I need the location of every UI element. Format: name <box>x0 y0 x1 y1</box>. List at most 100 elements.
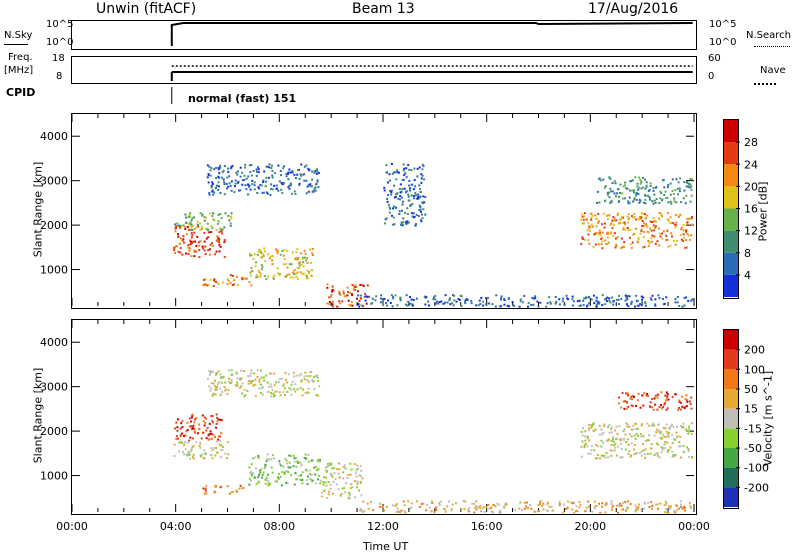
cell-1-6-53 <box>668 505 671 508</box>
cell-0-4-2 <box>328 302 331 305</box>
cell-0-7-179 <box>554 302 557 305</box>
cell-0-6-103 <box>419 210 422 213</box>
cell-0-8-202 <box>633 213 636 216</box>
x-tick-label-4: 16:00 <box>471 520 503 533</box>
cell-1-4-45 <box>359 482 362 485</box>
cell-0-8-172 <box>617 212 620 215</box>
cell-0-1-49 <box>203 219 206 222</box>
cell-0-9-54 <box>643 178 646 181</box>
cell-1-0-73 <box>216 416 219 419</box>
cell-0-8-180 <box>614 246 617 249</box>
cell-1-7-118 <box>663 443 666 446</box>
cell-0-5-37 <box>256 191 259 194</box>
cell-1-4-55 <box>333 467 336 470</box>
cell-1-2-8 <box>203 492 206 495</box>
cell-0-9-134 <box>606 191 609 194</box>
cell-1-6-94 <box>680 503 683 506</box>
cell-1-6-202 <box>571 502 574 505</box>
y-tick-label-1-3: 4000 <box>40 336 68 349</box>
cell-1-1-16 <box>192 453 195 456</box>
cell-1-5-96 <box>251 379 254 382</box>
cell-1-3-51 <box>301 482 304 485</box>
cell-0-5-23 <box>244 184 247 187</box>
cell-1-5-166 <box>314 375 317 378</box>
cell-0-6-98 <box>400 190 403 193</box>
cell-0-7-74 <box>405 294 408 297</box>
cell-1-7-120 <box>678 441 681 444</box>
cell-0-7-180 <box>460 305 463 308</box>
cell-1-7-72 <box>669 446 672 449</box>
cell-1-8-29 <box>621 392 624 395</box>
cell-0-6-156 <box>419 206 422 209</box>
cell-0-9-82 <box>609 177 612 180</box>
cell-0-3-108 <box>271 263 274 266</box>
cell-1-2-20 <box>202 487 205 490</box>
cell-1-3-87 <box>257 476 260 479</box>
cell-1-6-206 <box>629 503 632 506</box>
cell-1-4-58 <box>351 486 354 489</box>
cell-1-3-71 <box>303 456 306 459</box>
cell-1-7-100 <box>595 444 598 447</box>
cell-0-7-72 <box>485 297 488 300</box>
cell-0-5-194 <box>281 183 284 186</box>
cell-1-3-125 <box>264 482 267 485</box>
cell-0-0-57 <box>189 243 192 246</box>
cell-1-7-238 <box>617 445 620 448</box>
cell-1-7-96 <box>580 455 583 458</box>
cell-0-9-118 <box>678 190 681 193</box>
cell-0-0-44 <box>223 239 226 242</box>
cell-1-8-2 <box>667 398 670 401</box>
cell-1-4-27 <box>349 487 352 490</box>
cell-1-5-39 <box>209 389 212 392</box>
cell-1-7-133 <box>665 423 668 426</box>
cell-0-6-6 <box>393 184 396 187</box>
cell-0-8-208 <box>586 229 589 232</box>
cell-0-5-173 <box>287 171 290 174</box>
cell-0-1-61 <box>229 224 232 227</box>
cell-0-8-27 <box>631 233 634 236</box>
cell-1-7-240 <box>607 439 610 442</box>
cell-1-7-85 <box>632 424 635 427</box>
cell-0-6-107 <box>396 192 399 195</box>
cell-1-7-235 <box>630 454 633 457</box>
cell-0-7-115 <box>371 301 374 304</box>
cell-1-4-25 <box>342 477 345 480</box>
cell-0-6-126 <box>412 216 415 219</box>
cell-1-1-0 <box>183 453 186 456</box>
cell-1-3-32 <box>258 473 261 476</box>
cell-0-8-187 <box>640 230 643 233</box>
cell-1-6-119 <box>379 505 382 508</box>
cell-1-7-169 <box>690 422 693 425</box>
cell-1-7-4 <box>676 435 679 438</box>
cell-0-5-154 <box>236 182 239 185</box>
cell-0-0-8 <box>194 250 197 253</box>
cell-1-0-6 <box>210 432 213 435</box>
cell-0-6-58 <box>407 221 410 224</box>
cell-1-7-153 <box>597 445 600 448</box>
cell-0-8-241 <box>622 228 625 231</box>
cell-0-9-154 <box>652 202 655 205</box>
cell-1-6-14 <box>599 511 602 514</box>
cell-0-7-127 <box>507 297 510 300</box>
cell-0-7-96 <box>665 296 668 299</box>
cell-1-6-48 <box>480 510 483 513</box>
cell-1-7-203 <box>611 438 614 441</box>
cell-1-7-67 <box>661 447 664 450</box>
cell-0-6-46 <box>424 213 427 216</box>
cell-0-6-2 <box>417 195 420 198</box>
cell-1-8-10 <box>631 398 634 401</box>
cell-0-7-38 <box>358 305 361 308</box>
cell-1-7-223 <box>603 425 606 428</box>
cell-1-5-173 <box>249 380 252 383</box>
cell-1-7-192 <box>635 432 638 435</box>
cell-1-6-7 <box>689 504 692 507</box>
cell-1-7-48 <box>609 449 612 452</box>
cell-0-6-93 <box>405 167 408 170</box>
cell-1-3-42 <box>269 482 272 485</box>
cell-1-5-95 <box>287 373 290 376</box>
cell-1-7-95 <box>592 423 595 426</box>
cell-1-6-182 <box>430 500 433 503</box>
cell-0-8-22 <box>619 218 622 221</box>
cell-0-7-211 <box>683 296 686 299</box>
cell-0-8-1 <box>640 212 643 215</box>
